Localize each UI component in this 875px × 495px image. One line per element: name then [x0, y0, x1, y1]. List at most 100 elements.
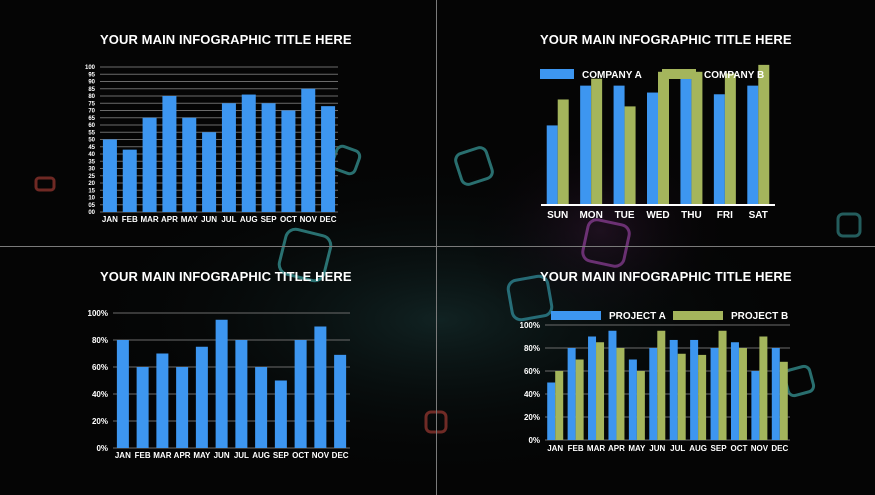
bar-fri-series-2: [724, 73, 736, 206]
legend-label: COMPANY B: [704, 70, 764, 81]
x-tick-label: NOV: [312, 451, 330, 460]
y-tick-label: 60: [88, 123, 95, 129]
bar-jul: [221, 103, 236, 212]
legend-label: PROJECT A: [609, 311, 666, 322]
bar-jan-series-1: [547, 382, 556, 440]
x-tick-label: JUN: [649, 444, 665, 453]
y-tick-label: 40: [88, 152, 95, 158]
y-tick-label: 80%: [524, 344, 540, 353]
bar-sep: [261, 103, 276, 212]
bar-apr-series-2: [616, 348, 625, 440]
x-tick-label: DEC: [332, 451, 349, 460]
y-tick-label: 80: [88, 94, 95, 100]
bar-jun-series-1: [649, 348, 658, 440]
y-tick-label: 35: [88, 159, 95, 165]
x-tick-label: OCT: [292, 451, 309, 460]
y-tick-label: 85: [88, 87, 95, 93]
legend-swatch: [673, 311, 723, 320]
bar-sat-series-1: [747, 85, 759, 205]
bar-oct-series-1: [730, 342, 739, 440]
bar-dec-series-1: [771, 348, 780, 440]
bar-nov: [314, 326, 327, 448]
bar-jan-series-2: [555, 371, 564, 440]
y-tick-label: 30: [88, 167, 95, 173]
x-tick-label: MAR: [587, 444, 605, 453]
x-tick-label: THU: [681, 210, 702, 221]
x-tick-label: APR: [161, 215, 178, 224]
bar-aug-series-1: [690, 339, 699, 440]
bar-sun-series-1: [546, 125, 558, 205]
bar-tue-series-1: [613, 85, 625, 205]
bar-oct-series-2: [738, 348, 747, 440]
bar-dec: [321, 106, 336, 212]
x-tick-label: OCT: [280, 215, 297, 224]
bar-wed-series-2: [658, 71, 669, 205]
x-tick-label: DEC: [320, 215, 337, 224]
bar-jul-series-2: [677, 353, 686, 440]
x-tick-label: AUG: [252, 451, 270, 460]
bar-jun: [202, 132, 217, 212]
bar-aug: [241, 94, 256, 212]
y-tick-label: 0%: [528, 436, 540, 445]
bar-nov-series-1: [751, 371, 760, 440]
bar-feb: [136, 367, 149, 448]
y-tick-label: 60%: [92, 363, 108, 372]
bar-may-series-2: [636, 371, 645, 440]
legend-swatch: [662, 69, 696, 79]
bar-may-series-1: [628, 359, 637, 440]
bar-apr-series-1: [608, 330, 617, 440]
y-tick-label: 20: [88, 181, 95, 187]
bar-dec-series-2: [779, 361, 788, 440]
x-tick-label: JUN: [214, 451, 230, 460]
x-tick-label: APR: [174, 451, 191, 460]
x-tick-label: FEB: [122, 215, 138, 224]
y-tick-label: 05: [88, 203, 95, 209]
bar-sat-series-2: [758, 64, 770, 206]
bar-apr: [162, 96, 177, 212]
bar-may: [195, 346, 208, 448]
legend-swatch: [540, 69, 574, 79]
bar-oct: [281, 110, 296, 212]
x-tick-label: MAY: [193, 451, 211, 460]
x-tick-label: NOV: [751, 444, 769, 453]
bar-sep-series-1: [710, 348, 719, 440]
y-tick-label: 60%: [524, 367, 540, 376]
y-tick-label: 100%: [520, 321, 540, 330]
legend-label: COMPANY A: [582, 70, 642, 81]
x-tick-label: APR: [608, 444, 625, 453]
y-tick-label: 00: [88, 210, 95, 216]
bar-jan: [116, 340, 129, 448]
y-tick-label: 80%: [92, 336, 108, 345]
legend-swatch: [551, 311, 601, 320]
bar-jan: [102, 139, 117, 212]
bar-apr: [176, 367, 189, 448]
x-tick-label: TUE: [615, 210, 635, 221]
x-tick-label: WED: [646, 210, 669, 221]
y-tick-label: 25: [88, 174, 95, 180]
bar-mon-series-2: [591, 78, 603, 205]
bar-wed-series-1: [647, 92, 658, 205]
bar-tue-series-2: [624, 106, 636, 205]
x-tick-label: FEB: [135, 451, 151, 460]
x-tick-label: NOV: [300, 215, 318, 224]
panel-3-title: YOUR MAIN INFOGRAPHIC TITLE HERE: [100, 269, 352, 284]
y-tick-label: 70: [88, 109, 95, 115]
bar-mon-series-1: [580, 85, 592, 205]
x-tick-label: OCT: [731, 444, 748, 453]
x-tick-label: DEC: [771, 444, 788, 453]
bar-jul-series-1: [669, 339, 678, 440]
y-tick-label: 0%: [96, 444, 108, 453]
y-tick-label: 45: [88, 145, 95, 151]
x-tick-label: JAN: [115, 451, 131, 460]
bar-thu-series-2: [691, 71, 703, 205]
x-tick-label: JUL: [670, 444, 685, 453]
y-tick-label: 40%: [524, 390, 540, 399]
x-tick-label: MAY: [181, 215, 199, 224]
bar-aug: [255, 367, 268, 448]
y-tick-label: 15: [88, 188, 95, 194]
y-tick-label: 65: [88, 116, 95, 122]
x-tick-label: SEP: [711, 444, 728, 453]
bar-mar-series-2: [596, 342, 605, 440]
y-tick-label: 20%: [524, 413, 540, 422]
